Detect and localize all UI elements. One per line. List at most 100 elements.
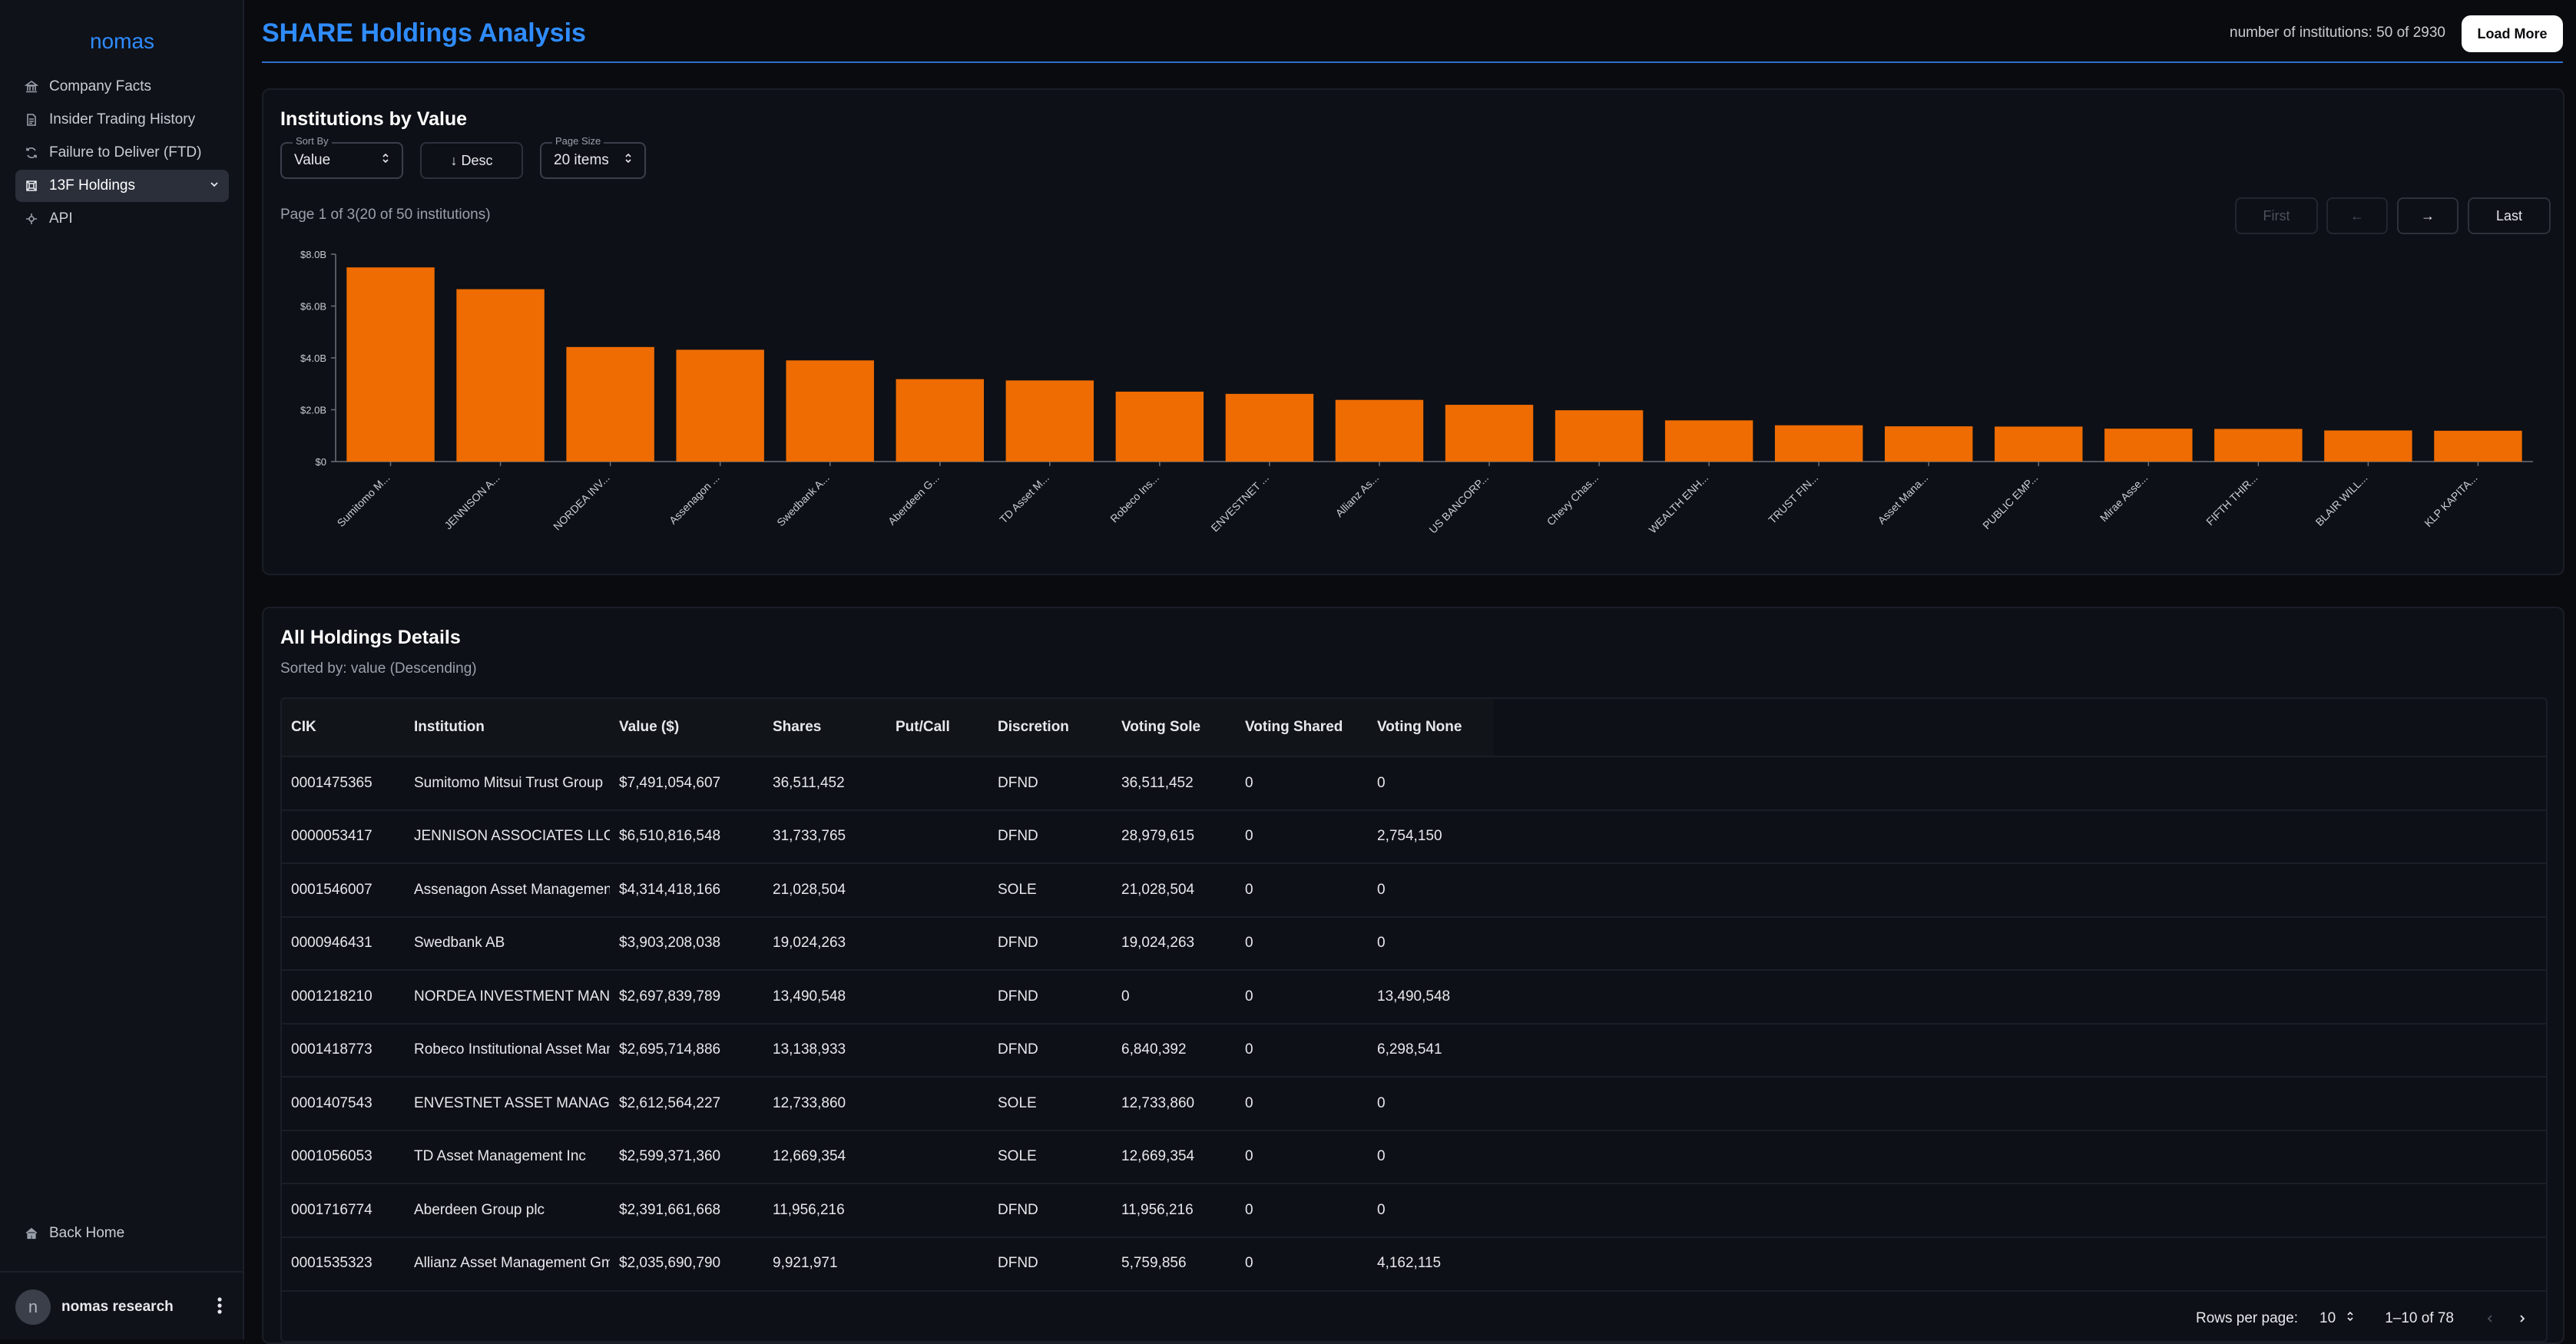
cell-institution: NORDEA INVESTMENT MANAGEMENT <box>414 988 610 1005</box>
next-page-button[interactable]: → <box>2397 197 2458 234</box>
table-row[interactable]: 0000946431 Swedbank AB $3,903,208,038 19,02… <box>282 915 2546 969</box>
cell-discretion: DFND <box>998 988 1038 1005</box>
sidebar-item-insider-trading[interactable]: Insider Trading History <box>15 104 229 136</box>
y-tick-label: $6.0B <box>300 301 326 313</box>
bar[interactable] <box>896 379 984 462</box>
sidebar-item-api[interactable]: API <box>15 203 229 235</box>
table-row[interactable]: 0001407543 ENVESTNET ASSET MANAGEMENT $2,6… <box>282 1076 2546 1129</box>
table-header: CIK Institution Value ($) Shares Put/Cal… <box>282 699 1494 756</box>
bar[interactable] <box>1225 393 1314 462</box>
column-header-value[interactable]: Value ($) <box>619 719 680 735</box>
more-vertical-icon[interactable] <box>217 1296 223 1319</box>
table-row[interactable]: 0001535323 Allianz Asset Management GmbH $… <box>282 1236 2546 1289</box>
sort-direction-button[interactable]: ↓ Desc <box>420 142 523 179</box>
bar[interactable] <box>2104 429 2193 462</box>
cell-put-call <box>886 757 988 809</box>
x-tick-label: Swedbank A... <box>774 472 832 529</box>
x-tick-label: Sumitomo M... <box>335 472 392 529</box>
x-tick-label: WEALTH ENH... <box>1647 472 1711 536</box>
sort-by-select[interactable]: Sort By Value <box>280 135 403 179</box>
column-header-voting-shared[interactable]: Voting Shared <box>1245 719 1343 735</box>
column-header-put-call[interactable]: Put/Call <box>896 719 950 735</box>
table-row[interactable]: 0001218210 NORDEA INVESTMENT MANAGEMENT $2… <box>282 969 2546 1022</box>
chevron-right-icon[interactable] <box>2517 1313 2528 1324</box>
bar[interactable] <box>456 289 545 462</box>
bar[interactable] <box>2324 430 2412 462</box>
cell-voting-sole: 12,733,860 <box>1121 1094 1195 1111</box>
bar[interactable] <box>1995 426 2083 462</box>
sidebar-item-13f-holdings[interactable]: 13F Holdings <box>15 170 229 202</box>
cell-cik: 0001716774 <box>291 1201 372 1218</box>
y-tick-label: $0 <box>316 456 326 468</box>
bar[interactable] <box>346 267 435 462</box>
chevron-down-icon[interactable] <box>209 177 220 194</box>
load-more-button[interactable]: Load More <box>2462 15 2563 52</box>
cell-value: $2,035,690,790 <box>619 1255 721 1271</box>
select-updown-icon <box>382 152 389 169</box>
select-updown-icon <box>2346 1310 2354 1327</box>
avatar[interactable]: n <box>15 1289 51 1325</box>
bank-icon <box>25 80 38 94</box>
rows-per-page-select[interactable]: 10 <box>2319 1310 2354 1327</box>
table-row[interactable]: 0001546007 Assenagon Asset Management $4,3… <box>282 862 2546 915</box>
bar[interactable] <box>786 360 874 462</box>
brand-logo[interactable]: nomas <box>89 29 155 53</box>
page-size-select[interactable]: Page Size 20 items <box>540 135 646 179</box>
table-row[interactable]: 0001716774 Aberdeen Group plc $2,391,661,6… <box>282 1183 2546 1236</box>
cell-discretion: SOLE <box>998 1094 1037 1111</box>
column-header-shares[interactable]: Shares <box>773 719 822 735</box>
cell-shares: 11,956,216 <box>773 1201 845 1218</box>
rows-per-page-label: Rows per page: <box>2195 1310 2299 1326</box>
back-home-link[interactable]: Back Home <box>25 1225 124 1242</box>
user-profile[interactable]: n nomas research <box>15 1289 229 1326</box>
x-tick-label: ENVESTNET ... <box>1208 472 1271 535</box>
bar[interactable] <box>1555 410 1644 462</box>
cell-institution: Robeco Institutional Asset Management <box>414 1041 610 1058</box>
cell-put-call <box>886 1131 988 1183</box>
cell-voting-none: 0 <box>1377 1201 1386 1218</box>
prev-page-button[interactable]: ← <box>2326 197 2388 234</box>
bar[interactable] <box>2214 429 2303 462</box>
table-row[interactable]: 0001056053 TD Asset Management Inc $2,599,… <box>282 1129 2546 1183</box>
cell-discretion: DFND <box>998 1041 1038 1058</box>
bar[interactable] <box>566 346 654 462</box>
cell-shares: 12,733,860 <box>773 1094 846 1111</box>
bar-chart: $0 $2.0B $4.0B $6.0B $8.0B Sumitomo M... JENNI… <box>300 249 2533 536</box>
institution-count: number of institutions: 50 of 2930 <box>2230 25 2445 41</box>
x-tick-label: US BANCORP... <box>1426 472 1491 536</box>
column-header-cik[interactable]: CIK <box>291 719 316 735</box>
table-row[interactable]: 0000053417 JENNISON ASSOCIATES LLC $6,510,… <box>282 809 2546 862</box>
column-header-institution[interactable]: Institution <box>414 719 485 735</box>
bar[interactable] <box>2434 430 2522 462</box>
first-page-button[interactable]: First <box>2235 197 2318 234</box>
holdings-table-card: All Holdings Details Sorted by: value (D… <box>262 607 2564 1344</box>
cell-voting-shared: 0 <box>1245 1041 1253 1058</box>
cell-put-call <box>886 1078 988 1129</box>
bar[interactable] <box>676 349 764 462</box>
column-header-discretion[interactable]: Discretion <box>998 719 1069 735</box>
document-icon <box>25 113 38 127</box>
x-tick-label: PUBLIC EMP... <box>1980 472 2040 531</box>
column-header-voting-none[interactable]: Voting None <box>1377 719 1462 735</box>
bar[interactable] <box>1885 426 1973 462</box>
table-row[interactable]: 0001475365 Sumitomo Mitsui Trust Group $7,… <box>282 756 2546 809</box>
cell-voting-sole: 28,979,615 <box>1121 828 1195 844</box>
cell-cik: 0001056053 <box>291 1148 372 1164</box>
cell-discretion: DFND <box>998 774 1038 791</box>
last-page-button[interactable]: Last <box>2468 197 2551 234</box>
bar[interactable] <box>1115 391 1204 462</box>
chevron-left-icon[interactable] <box>2485 1313 2495 1324</box>
bar[interactable] <box>1774 425 1863 462</box>
table-row[interactable]: 0001418773 Robeco Institutional Asset Man… <box>282 1022 2546 1076</box>
bar[interactable] <box>1664 420 1753 462</box>
sidebar-item-company-facts[interactable]: Company Facts <box>15 71 229 103</box>
sort-by-value: Value <box>294 152 331 168</box>
column-header-voting-sole[interactable]: Voting Sole <box>1121 719 1201 735</box>
cell-discretion: DFND <box>998 828 1038 844</box>
bar[interactable] <box>1335 399 1424 462</box>
cell-voting-shared: 0 <box>1245 881 1253 898</box>
x-tick-label: Chevy Chas... <box>1545 472 1601 528</box>
bar[interactable] <box>1005 380 1094 462</box>
sidebar-item-ftd[interactable]: Failure to Deliver (FTD) <box>15 137 229 169</box>
bar[interactable] <box>1445 405 1534 462</box>
